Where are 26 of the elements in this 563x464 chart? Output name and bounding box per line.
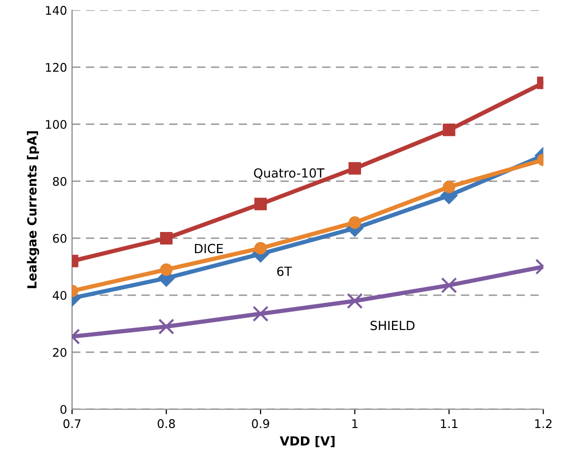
point — [348, 216, 362, 229]
x-tick-label: 0.9 — [252, 419, 270, 428]
x-axis-title: VDD [V] — [280, 436, 335, 448]
y-axis-title: Leakgae Currents [pA] — [26, 131, 40, 288]
point — [348, 162, 362, 175]
y-tick-label: 140 — [46, 6, 66, 15]
series-label: DICE — [194, 244, 223, 254]
series-label: 6T — [277, 266, 292, 276]
x-tick-label: 1.1 — [440, 419, 458, 428]
y-tick-label: 60 — [53, 234, 66, 243]
y-tick-label: 20 — [53, 348, 66, 357]
series-label: Quatro-10T — [254, 168, 324, 180]
x-tick-label: 0.7 — [63, 419, 80, 428]
y-tick-label: 120 — [46, 62, 66, 72]
y-tick-label: 100 — [46, 120, 66, 129]
y-tick-label: 0 — [60, 404, 66, 414]
series-label: SHIELD — [370, 320, 415, 330]
point — [254, 242, 267, 254]
y-tick-label: 80 — [52, 176, 66, 186]
point — [252, 306, 269, 322]
y-tick-label: 40 — [52, 290, 66, 300]
x-tick-label: 1.2 — [535, 419, 552, 428]
point — [346, 292, 363, 309]
x-tick-label: 1 — [352, 419, 358, 428]
x-tick-label: 0.8 — [158, 419, 175, 428]
point — [254, 198, 267, 210]
